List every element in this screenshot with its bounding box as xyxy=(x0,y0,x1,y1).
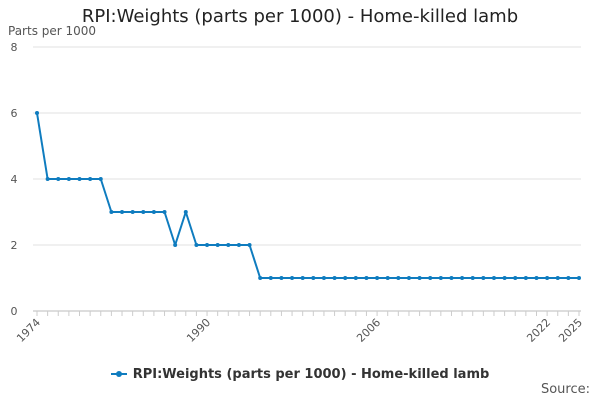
data-point xyxy=(88,177,93,181)
data-point xyxy=(502,276,507,280)
data-point xyxy=(162,210,167,214)
x-tick-label: 1990 xyxy=(184,316,213,345)
data-point xyxy=(290,276,295,280)
data-point xyxy=(183,210,188,214)
data-point xyxy=(300,276,305,280)
data-point xyxy=(332,276,337,280)
data-point xyxy=(215,243,220,247)
data-point xyxy=(130,210,135,214)
data-point xyxy=(577,276,581,280)
data-point xyxy=(545,276,550,280)
data-point xyxy=(396,276,401,280)
data-point xyxy=(247,243,252,247)
x-tick-label: 1974 xyxy=(14,316,43,345)
data-point xyxy=(566,276,571,280)
legend-swatch-icon xyxy=(110,371,127,377)
data-point xyxy=(311,276,316,280)
data-point xyxy=(438,276,443,280)
data-point xyxy=(364,276,369,280)
data-point xyxy=(353,276,358,280)
chart-title: RPI:Weights (parts per 1000) - Home-kill… xyxy=(81,6,519,27)
data-point xyxy=(513,276,518,280)
data-point xyxy=(45,177,50,181)
data-point xyxy=(428,276,433,280)
data-point xyxy=(523,276,528,280)
legend[interactable]: RPI:Weights (parts per 1000) - Home-kill… xyxy=(0,364,600,382)
data-point xyxy=(460,276,465,280)
y-tick-label: 0 xyxy=(11,305,18,318)
data-point xyxy=(226,243,231,247)
source-label: Source: xyxy=(540,382,590,397)
x-tick-label: 2022 xyxy=(524,316,553,345)
data-point xyxy=(66,177,71,181)
x-tick-label: 2006 xyxy=(354,316,383,345)
y-tick-label: 4 xyxy=(11,173,18,186)
data-point xyxy=(173,243,178,247)
y-tick-label: 8 xyxy=(11,41,18,54)
data-point xyxy=(109,210,114,214)
data-point xyxy=(491,276,496,280)
data-point xyxy=(555,276,560,280)
data-point xyxy=(449,276,454,280)
data-point xyxy=(77,177,82,181)
data-point xyxy=(375,276,380,280)
legend-label: RPI:Weights (parts per 1000) - Home-kill… xyxy=(132,366,490,382)
data-point xyxy=(98,177,103,181)
data-point xyxy=(534,276,539,280)
data-point xyxy=(268,276,273,280)
data-point xyxy=(120,210,125,214)
y-tick-label: 6 xyxy=(11,107,18,120)
data-point xyxy=(258,276,263,280)
y-axis-label: Parts per 1000 xyxy=(8,24,97,38)
data-point xyxy=(406,276,411,280)
x-tick-label: 2025 xyxy=(556,316,585,345)
data-point xyxy=(205,243,210,247)
data-point xyxy=(481,276,486,280)
data-point xyxy=(151,210,156,214)
data-point xyxy=(141,210,146,214)
data-point xyxy=(236,243,241,247)
data-point xyxy=(56,177,61,181)
data-point xyxy=(321,276,326,280)
data-point xyxy=(417,276,422,280)
data-point xyxy=(385,276,390,280)
y-tick-label: 2 xyxy=(11,239,18,252)
data-point xyxy=(470,276,475,280)
data-point xyxy=(279,276,284,280)
data-point xyxy=(35,111,39,115)
series-line xyxy=(36,112,579,279)
data-point xyxy=(194,243,199,247)
data-point xyxy=(343,276,348,280)
